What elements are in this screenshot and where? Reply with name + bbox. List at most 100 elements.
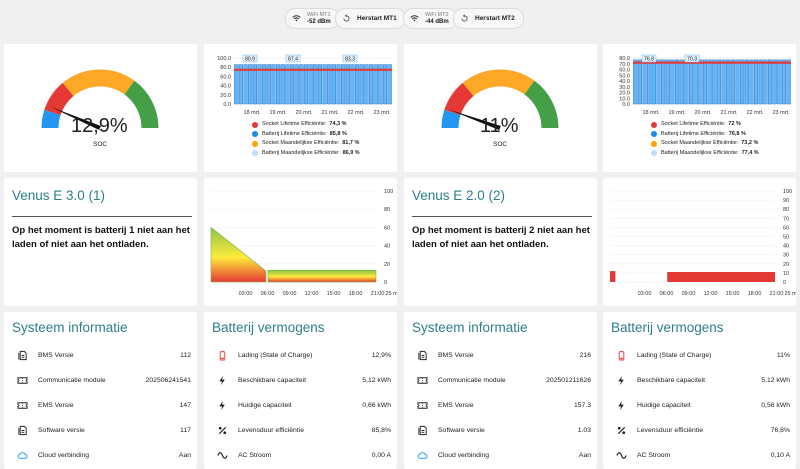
- legend-value: 81,7 %: [342, 140, 360, 146]
- efficiency-bar[interactable]: [777, 59, 782, 105]
- efficiency-bar[interactable]: [368, 64, 374, 105]
- efficiency-bar[interactable]: [679, 59, 684, 105]
- efficiency-bar[interactable]: [651, 59, 656, 105]
- efficiency-bar[interactable]: [234, 64, 239, 105]
- efficiency-bar[interactable]: [248, 64, 253, 105]
- efficiency-bar[interactable]: [359, 64, 364, 105]
- value-callout: 70.3: [687, 57, 697, 63]
- efficiency-bar[interactable]: [749, 59, 754, 105]
- cloud-icon: [16, 449, 28, 461]
- efficiency-bar[interactable]: [647, 59, 652, 105]
- efficiency-bar[interactable]: [744, 59, 749, 105]
- efficiency-bar[interactable]: [345, 64, 350, 105]
- efficiency-bar[interactable]: [350, 64, 355, 105]
- x-tick-label: 18:00: [349, 291, 363, 297]
- soc-history-card-1: 0 20 40 60 80 100 03:00 06:00 09:00 12:00 15:00 18:…: [204, 178, 397, 306]
- efficiency-bar[interactable]: [675, 59, 680, 105]
- efficiency-bar[interactable]: [313, 64, 318, 105]
- efficiency-bar[interactable]: [716, 59, 721, 105]
- efficiency-bar[interactable]: [280, 64, 285, 105]
- efficiency-bar[interactable]: [331, 64, 336, 105]
- restart-mt2-button[interactable]: Herstart MT2: [453, 8, 524, 29]
- info-row: Levensduur efficiëntie 85,8%: [216, 422, 391, 438]
- efficiency-bar[interactable]: [661, 59, 666, 105]
- legend-item[interactable]: Batterij Maandelijkse Efficiëntie: 77,4 %: [651, 149, 759, 159]
- efficiency-bar[interactable]: [758, 59, 763, 105]
- y-tick-label: 20.0: [619, 91, 630, 97]
- efficiency-bar[interactable]: [341, 64, 346, 105]
- legend-item[interactable]: Batterij Maandelijkse Efficiëntie: 86,9 %: [252, 149, 360, 159]
- efficiency-bar[interactable]: [781, 59, 787, 105]
- efficiency-bar[interactable]: [266, 64, 271, 105]
- wifi-mt2-label: WiFi MT2: [425, 11, 449, 18]
- y-tick-label: 30: [783, 253, 789, 259]
- y-tick-label: 50: [783, 235, 789, 241]
- legend-item[interactable]: Socket Maandelijkse Efficiëntie: 81,7 %: [252, 139, 360, 149]
- efficiency-bar[interactable]: [257, 64, 262, 105]
- efficiency-bar[interactable]: [317, 64, 322, 105]
- legend-item[interactable]: Batterij Lifetime Efficiëntie: 85,8 %: [252, 130, 360, 140]
- efficiency-bar[interactable]: [373, 64, 378, 105]
- efficiency-bar[interactable]: [688, 59, 694, 105]
- soc-area[interactable]: [210, 226, 267, 283]
- efficiency-bar[interactable]: [243, 64, 248, 105]
- efficiency-bar[interactable]: [656, 59, 661, 105]
- efficiency-bar[interactable]: [378, 64, 383, 105]
- efficiency-bar[interactable]: [763, 59, 768, 105]
- efficiency-bar[interactable]: [303, 64, 309, 105]
- legend-item[interactable]: Socket Maandelijkse Efficiëntie: 73,2 %: [651, 139, 759, 149]
- soc-area[interactable]: [267, 269, 377, 283]
- legend-dot-icon: [651, 140, 657, 147]
- efficiency-bar[interactable]: [285, 64, 290, 105]
- legend-item[interactable]: Socket Lifetime Efficiëntie: 74,3 %: [252, 120, 360, 130]
- efficiency-bar[interactable]: [262, 64, 267, 105]
- efficiency-bar[interactable]: [786, 59, 791, 105]
- efficiency-bar[interactable]: [740, 59, 745, 105]
- soc-area[interactable]: [667, 271, 775, 282]
- efficiency-bar[interactable]: [665, 59, 670, 105]
- efficiency-bar[interactable]: [642, 59, 647, 105]
- efficiency-bar[interactable]: [355, 64, 360, 105]
- efficiency-bar[interactable]: [327, 64, 332, 105]
- legend-label: Socket Lifetime Efficiëntie:: [661, 121, 726, 127]
- efficiency-bar[interactable]: [336, 64, 341, 105]
- efficiency-bar[interactable]: [322, 64, 327, 105]
- efficiency-bar[interactable]: [271, 64, 276, 105]
- efficiency-bar[interactable]: [633, 59, 638, 105]
- efficiency-bar[interactable]: [276, 64, 281, 105]
- efficiency-bar[interactable]: [308, 64, 313, 105]
- efficiency-bar[interactable]: [767, 59, 773, 105]
- efficiency-bar[interactable]: [726, 59, 731, 105]
- efficiency-bar[interactable]: [382, 64, 388, 105]
- efficiency-bar[interactable]: [238, 64, 243, 105]
- legend-item[interactable]: Batterij Lifetime Efficiëntie: 76,8 %: [651, 130, 759, 140]
- efficiency-bar[interactable]: [730, 59, 735, 105]
- efficiency-bar[interactable]: [735, 59, 740, 105]
- restart-mt1-button[interactable]: Herstart MT1: [335, 8, 406, 29]
- efficiency-bar[interactable]: [721, 59, 726, 105]
- section-title: Batterij vermogens: [212, 320, 325, 335]
- efficiency-bar[interactable]: [707, 59, 712, 105]
- efficiency-bar[interactable]: [294, 64, 299, 105]
- efficiency-bar[interactable]: [754, 59, 759, 105]
- efficiency-bar[interactable]: [299, 64, 304, 105]
- info-value: 147: [179, 401, 191, 409]
- efficiency-bar[interactable]: [772, 59, 777, 105]
- battery-icon: [216, 349, 228, 361]
- efficiency-bar[interactable]: [637, 59, 642, 105]
- efficiency-bar[interactable]: [684, 59, 689, 105]
- y-tick-label: 40: [783, 244, 789, 250]
- efficiency-bar[interactable]: [698, 59, 703, 105]
- soc-gauge-value: 11%: [480, 115, 519, 137]
- efficiency-bar[interactable]: [712, 59, 717, 105]
- efficiency-bar[interactable]: [252, 64, 257, 105]
- x-tick-label: 20 mrt.: [295, 110, 313, 116]
- efficiency-bar[interactable]: [702, 59, 708, 105]
- soc-area[interactable]: [610, 271, 616, 282]
- legend-item[interactable]: Socket Lifetime Efficiëntie: 72 %: [651, 120, 759, 130]
- efficiency-bar[interactable]: [364, 64, 369, 105]
- efficiency-bar[interactable]: [693, 59, 698, 105]
- efficiency-bar[interactable]: [289, 64, 295, 105]
- efficiency-bar[interactable]: [387, 64, 392, 105]
- efficiency-bar[interactable]: [670, 59, 675, 105]
